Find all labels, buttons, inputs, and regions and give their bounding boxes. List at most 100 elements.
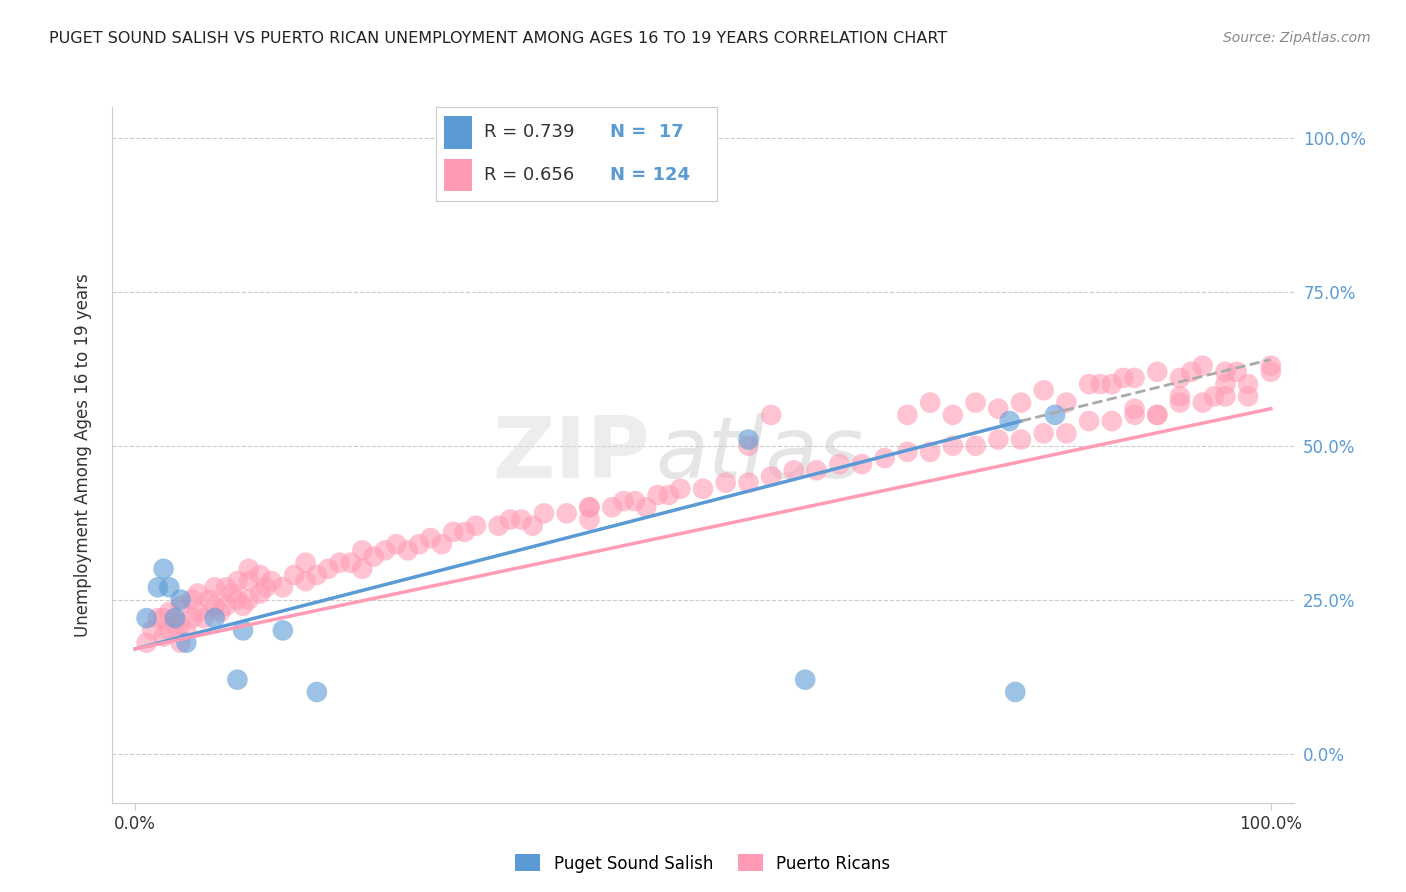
Point xyxy=(578,512,600,526)
Point xyxy=(806,463,828,477)
Point xyxy=(851,457,873,471)
Point xyxy=(794,673,817,687)
Point xyxy=(1054,426,1077,441)
Point xyxy=(600,500,623,515)
Point xyxy=(510,512,533,526)
Point xyxy=(1101,377,1123,392)
Point xyxy=(271,580,294,594)
Point xyxy=(294,556,316,570)
FancyBboxPatch shape xyxy=(444,116,472,149)
Point xyxy=(737,433,759,447)
Point xyxy=(169,592,191,607)
Point xyxy=(215,580,238,594)
Point xyxy=(249,586,271,600)
Point xyxy=(408,537,430,551)
Point xyxy=(488,518,510,533)
Text: N =  17: N = 17 xyxy=(610,123,683,141)
Point xyxy=(612,494,634,508)
Point xyxy=(1260,365,1282,379)
Point xyxy=(522,518,544,533)
Point xyxy=(187,586,209,600)
Point xyxy=(714,475,737,490)
Point xyxy=(283,568,305,582)
Point xyxy=(737,439,759,453)
Point xyxy=(169,617,191,632)
Point xyxy=(896,408,918,422)
Point xyxy=(578,500,600,515)
Point xyxy=(352,543,374,558)
Point xyxy=(204,611,226,625)
Point xyxy=(998,414,1021,428)
Point xyxy=(873,450,896,465)
Point xyxy=(215,599,238,613)
Point xyxy=(385,537,408,551)
Point xyxy=(920,395,942,409)
Point xyxy=(169,636,191,650)
Point xyxy=(204,580,226,594)
Point xyxy=(1215,365,1237,379)
Point xyxy=(737,475,759,490)
Point xyxy=(152,611,174,625)
Point xyxy=(232,624,254,638)
Point xyxy=(238,562,260,576)
Point xyxy=(828,457,851,471)
Point xyxy=(1191,359,1213,373)
Point xyxy=(181,592,204,607)
Text: R = 0.656: R = 0.656 xyxy=(484,167,574,185)
Point xyxy=(692,482,714,496)
Point xyxy=(624,494,647,508)
Point xyxy=(340,556,363,570)
Point xyxy=(181,611,204,625)
Point xyxy=(163,611,186,625)
Point xyxy=(987,433,1010,447)
Text: ZIP: ZIP xyxy=(492,413,650,497)
Point xyxy=(157,580,180,594)
Legend: Puget Sound Salish, Puerto Ricans: Puget Sound Salish, Puerto Ricans xyxy=(509,847,897,880)
Point xyxy=(1237,389,1260,403)
Point xyxy=(1168,389,1191,403)
Point xyxy=(1123,371,1146,385)
Point xyxy=(1146,365,1168,379)
Point xyxy=(226,574,249,589)
Point xyxy=(163,617,186,632)
Point xyxy=(1215,389,1237,403)
Point xyxy=(374,543,396,558)
Point xyxy=(1010,433,1032,447)
Point xyxy=(146,580,169,594)
Point xyxy=(238,592,260,607)
Point xyxy=(1237,377,1260,392)
Point xyxy=(430,537,453,551)
Point xyxy=(174,624,197,638)
Point xyxy=(152,562,174,576)
Point xyxy=(1101,414,1123,428)
Point xyxy=(232,599,254,613)
Point xyxy=(453,524,475,539)
Point xyxy=(316,562,339,576)
Point xyxy=(169,599,191,613)
Point xyxy=(759,408,782,422)
Point xyxy=(187,605,209,619)
Point xyxy=(896,445,918,459)
Point xyxy=(238,574,260,589)
Point xyxy=(1010,395,1032,409)
Point xyxy=(157,624,180,638)
Point xyxy=(271,624,294,638)
Point xyxy=(363,549,385,564)
Point xyxy=(1226,365,1249,379)
Point xyxy=(254,580,277,594)
Point xyxy=(1032,384,1054,398)
Point xyxy=(658,488,681,502)
Point xyxy=(174,636,197,650)
Point xyxy=(249,568,271,582)
Point xyxy=(533,507,555,521)
Point xyxy=(198,592,221,607)
Point xyxy=(1202,389,1225,403)
Point xyxy=(555,507,578,521)
Point xyxy=(152,630,174,644)
Point xyxy=(352,562,374,576)
Point xyxy=(226,673,249,687)
Point xyxy=(499,512,522,526)
Point xyxy=(209,605,232,619)
Point xyxy=(141,624,163,638)
Point xyxy=(759,469,782,483)
